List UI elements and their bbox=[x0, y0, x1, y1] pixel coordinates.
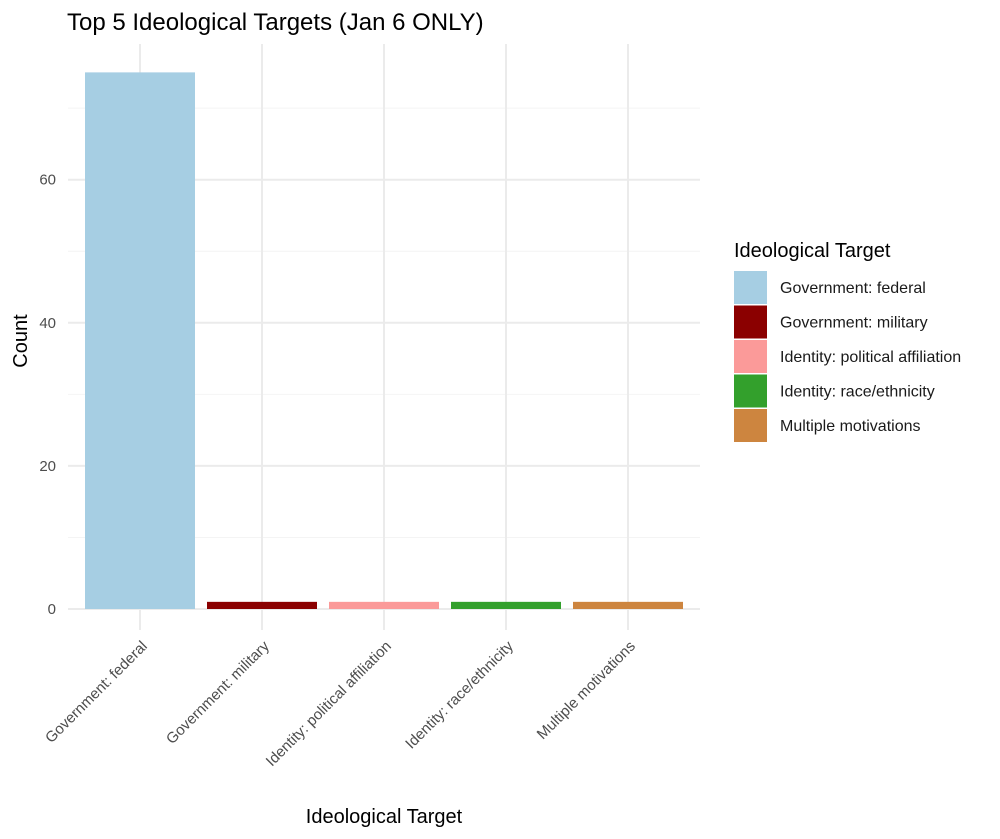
x-tick-label: Identity: race/ethnicity bbox=[402, 637, 517, 752]
legend-title: Ideological Target bbox=[734, 240, 891, 262]
bar bbox=[207, 601, 317, 609]
y-tick-label: 60 bbox=[39, 172, 56, 189]
y-tick-label: 40 bbox=[39, 315, 56, 332]
y-tick-label: 0 bbox=[48, 601, 56, 618]
chart-title: Top 5 Ideological Targets (Jan 6 ONLY) bbox=[67, 9, 484, 36]
bar bbox=[573, 601, 683, 609]
x-tick-label: Multiple motivations bbox=[534, 638, 639, 743]
legend-swatch bbox=[734, 340, 767, 373]
legend-label: Multiple motivations bbox=[780, 418, 921, 435]
legend-label: Identity: race/ethnicity bbox=[780, 384, 935, 401]
x-axis-title: Ideological Target bbox=[306, 806, 463, 828]
legend-swatch bbox=[734, 305, 767, 339]
legend-swatch bbox=[734, 374, 767, 408]
y-axis-ticks: 0 20 40 60 bbox=[39, 172, 56, 618]
x-tick-label: Government: federal bbox=[42, 638, 151, 747]
legend-label: Government: military bbox=[780, 315, 928, 332]
legend-label: Government: federal bbox=[780, 280, 926, 297]
legend-items: Government: federal Government: military I… bbox=[734, 271, 961, 442]
legend-label: Identity: political affiliation bbox=[780, 349, 961, 366]
y-tick-label: 20 bbox=[39, 458, 56, 475]
x-axis-ticks: Government: federal Government: militaryI… bbox=[42, 637, 639, 769]
legend-swatch bbox=[734, 271, 767, 304]
legend: Ideological Target Government: federalGo… bbox=[734, 240, 961, 442]
bar bbox=[85, 72, 195, 609]
bars bbox=[85, 72, 683, 609]
y-axis-title: Count bbox=[10, 314, 32, 368]
bar bbox=[329, 601, 439, 609]
x-tick-label: Identity: political affiliation bbox=[263, 638, 395, 770]
x-tick-label: Government: military bbox=[163, 637, 273, 747]
legend-swatch bbox=[734, 409, 767, 442]
bar bbox=[451, 601, 561, 609]
